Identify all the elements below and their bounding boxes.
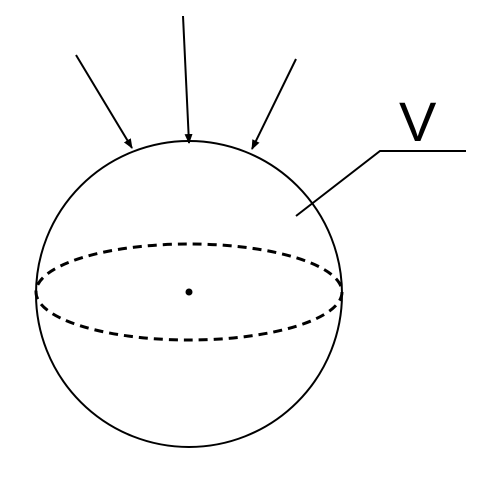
- label-leader-line: [295, 150, 466, 217]
- incoming-arrow-left: [75, 54, 133, 149]
- sphere-equator-dashed: [34, 242, 344, 342]
- sphere-center-dot: [185, 288, 193, 296]
- incoming-arrow-right: [251, 58, 297, 150]
- incoming-arrow-middle: [182, 15, 193, 144]
- volume-label-v: V: [399, 90, 437, 153]
